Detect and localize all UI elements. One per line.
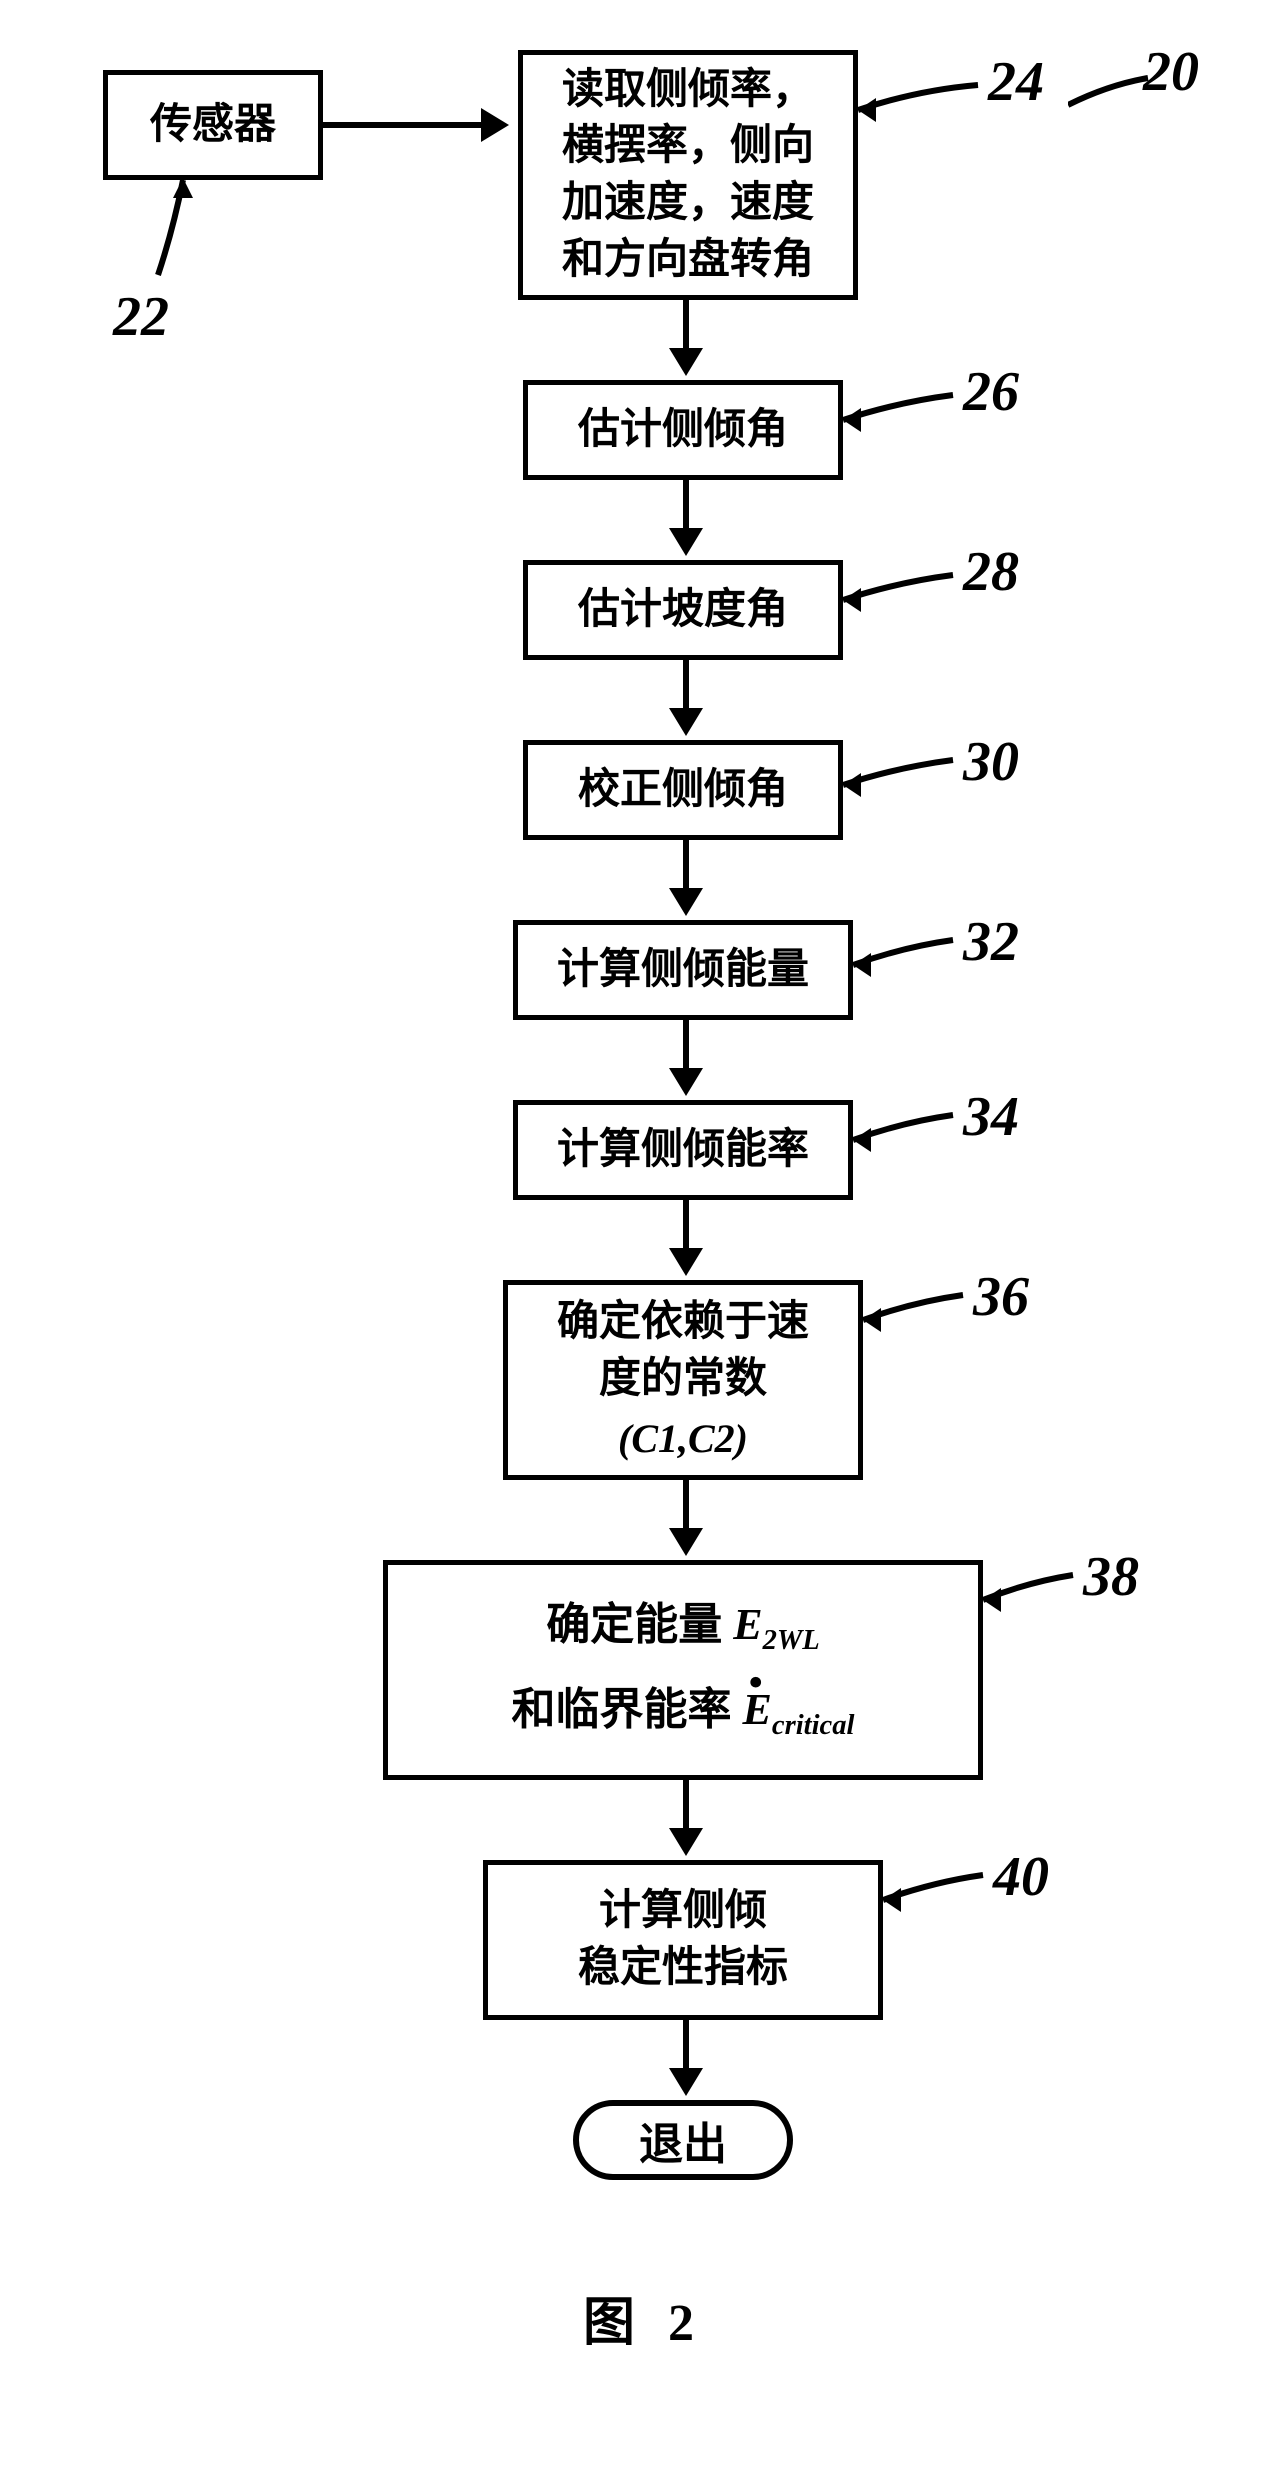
box-calc-rate: 计算侧倾能率: [513, 1100, 853, 1200]
leader-34: [853, 1110, 963, 1160]
leader-32: [853, 935, 963, 985]
box-stability-text: 计算侧倾 稳定性指标: [578, 1883, 788, 1996]
flowchart: 传感器 22 读取侧倾率， 横摆率，侧向 加速度，速度 和方向盘转角 24 20…: [83, 40, 1183, 2400]
speed-const-line3: (C1,C2): [618, 1412, 748, 1466]
ref-22: 22: [113, 285, 169, 349]
ref-26: 26: [963, 360, 1019, 424]
speed-const-line2: 度的常数: [599, 1351, 767, 1408]
box-calc-energy: 计算侧倾能量: [513, 920, 853, 1020]
box-correct-roll-text: 校正侧倾角: [578, 762, 788, 819]
leader-28: [843, 570, 963, 620]
arrow-5: [683, 1020, 689, 1090]
ref-24: 24: [988, 50, 1044, 114]
box-est-grade: 估计坡度角: [523, 560, 843, 660]
arrow-1: [683, 300, 689, 370]
box-read-text: 读取侧倾率， 横摆率，侧向 加速度，速度 和方向盘转角: [562, 62, 814, 289]
speed-const-line1: 确定依赖于速: [557, 1294, 809, 1351]
box-sensor: 传感器: [103, 70, 323, 180]
arrow-2: [683, 480, 689, 550]
leader-40: [883, 1870, 993, 1920]
energy-crit-line1: 确定能量 E2WL: [546, 1595, 820, 1660]
box-sensor-text: 传感器: [150, 97, 276, 154]
arrow-4: [683, 840, 689, 910]
arrow-6: [683, 1200, 689, 1270]
box-correct-roll: 校正侧倾角: [523, 740, 843, 840]
box-read: 读取侧倾率， 横摆率，侧向 加速度，速度 和方向盘转角: [518, 50, 858, 300]
leader-36: [863, 1290, 973, 1340]
ref-38: 38: [1083, 1545, 1139, 1609]
ref-32: 32: [963, 910, 1019, 974]
ref-20: 20: [1143, 40, 1199, 104]
energy-crit-line2: 和临界能率 Ecritical: [512, 1680, 855, 1745]
figure-caption: 图 2: [583, 2280, 704, 2355]
ref-30: 30: [963, 730, 1019, 794]
arrow-7: [683, 1480, 689, 1550]
leader-30: [843, 755, 963, 805]
box-calc-rate-text: 计算侧倾能率: [557, 1122, 809, 1179]
ref-28: 28: [963, 540, 1019, 604]
leader-22: [153, 180, 213, 290]
box-energy-crit: 确定能量 E2WL 和临界能率 Ecritical: [383, 1560, 983, 1780]
box-speed-const: 确定依赖于速 度的常数 (C1,C2): [503, 1280, 863, 1480]
arrow-9: [683, 2020, 689, 2090]
ref-40: 40: [993, 1845, 1049, 1909]
arrow-8: [683, 1780, 689, 1850]
box-est-grade-text: 估计坡度角: [578, 582, 788, 639]
leader-24: [858, 80, 988, 140]
box-est-roll-text: 估计侧倾角: [578, 402, 788, 459]
leader-38: [983, 1570, 1083, 1620]
exit-text: 退出: [639, 2108, 727, 2172]
leader-26: [843, 390, 963, 440]
terminator-exit: 退出: [573, 2100, 793, 2180]
box-stability: 计算侧倾 稳定性指标: [483, 1860, 883, 2020]
box-calc-energy-text: 计算侧倾能量: [557, 942, 809, 999]
ref-36: 36: [973, 1265, 1029, 1329]
connector-sensor-read: [323, 122, 503, 128]
box-est-roll: 估计侧倾角: [523, 380, 843, 480]
arrow-3: [683, 660, 689, 730]
ref-34: 34: [963, 1085, 1019, 1149]
